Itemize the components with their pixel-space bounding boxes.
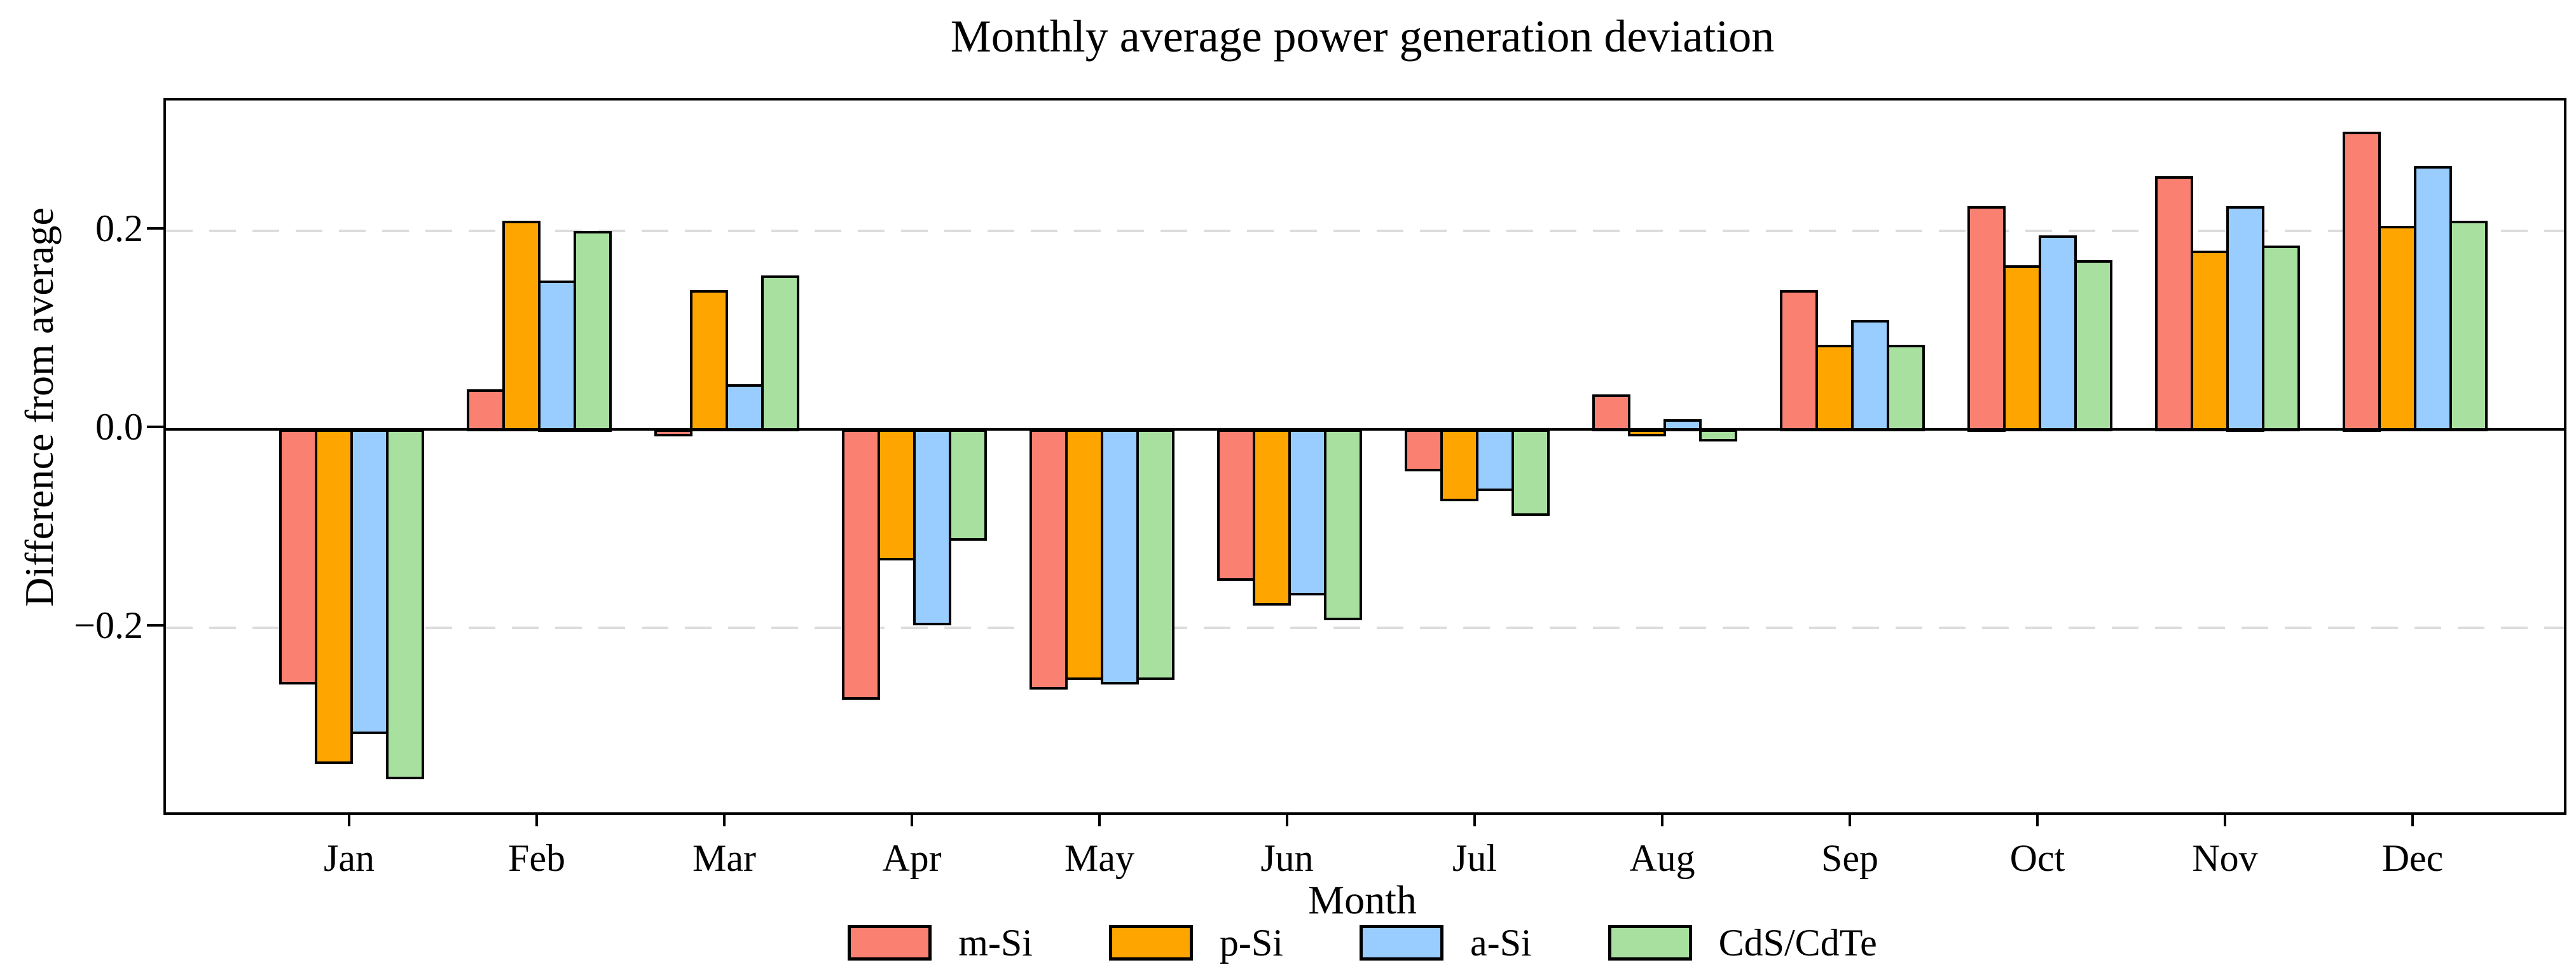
bar: [502, 220, 541, 432]
bar: [538, 280, 576, 432]
x-tick: [1849, 812, 1851, 826]
bar: [2262, 245, 2300, 432]
legend-label: p-Si: [1219, 922, 1283, 964]
bar: [279, 429, 317, 685]
bar: [1101, 429, 1139, 685]
bar: [842, 429, 880, 700]
x-tick-label: Jun: [1260, 837, 1314, 879]
bar: [1476, 429, 1514, 492]
x-tick-label: Sep: [1821, 837, 1878, 879]
bar: [913, 429, 951, 625]
zero-line: [166, 427, 2564, 431]
x-tick-label: Aug: [1629, 837, 1695, 879]
legend-swatch: [848, 925, 932, 961]
bar: [2378, 225, 2416, 432]
x-tick-label: Feb: [508, 837, 565, 879]
x-tick-label: Nov: [2192, 837, 2258, 879]
chart-title: Monthly average power generation deviati…: [950, 11, 1775, 62]
bar: [1851, 319, 1889, 432]
bar: [2155, 176, 2193, 432]
x-tick: [2411, 812, 2414, 826]
x-tick-label: Jan: [324, 837, 375, 879]
bar: [1512, 429, 1550, 517]
x-tick: [2224, 812, 2226, 826]
gridline: [166, 229, 2564, 232]
x-tick: [1286, 812, 1288, 826]
bar: [574, 230, 612, 432]
x-tick: [1473, 812, 1476, 826]
bar: [878, 429, 916, 561]
bar: [1780, 290, 1818, 432]
bar: [1967, 205, 2006, 432]
bar: [1592, 394, 1630, 432]
x-tick: [723, 812, 726, 826]
x-tick-label: Dec: [2381, 837, 2444, 879]
legend: m-Si p-Si a-Si CdS/CdTe: [163, 924, 2561, 962]
bar: [726, 384, 764, 432]
bar: [1699, 429, 1737, 442]
legend-label: m-Si: [958, 922, 1033, 964]
bar: [2449, 220, 2488, 432]
bar: [1065, 429, 1103, 680]
x-tick: [1098, 812, 1101, 826]
bar: [1136, 429, 1174, 680]
legend-item: p-Si: [1108, 922, 1283, 964]
bar: [1253, 429, 1291, 606]
y-tick: [147, 623, 163, 627]
x-tick-label: Jul: [1452, 837, 1498, 879]
bar: [467, 389, 505, 432]
y-tick-label: 0.0: [95, 405, 143, 448]
bar: [1405, 429, 1443, 471]
bar: [761, 275, 799, 432]
x-tick-label: Apr: [882, 837, 942, 879]
bar: [2414, 166, 2452, 432]
x-tick: [911, 812, 913, 826]
bar: [1217, 429, 1255, 581]
legend-swatch: [1108, 925, 1193, 961]
x-tick: [2036, 812, 2039, 826]
x-tick: [535, 812, 538, 826]
y-tick-label: −0.2: [74, 604, 143, 646]
bar: [1030, 429, 1068, 690]
bar: [1324, 429, 1362, 620]
y-tick-label: 0.2: [95, 207, 143, 249]
x-tick: [1661, 812, 1663, 826]
bar: [350, 429, 389, 735]
legend-swatch: [1359, 925, 1443, 961]
x-tick-label: Oct: [2009, 837, 2065, 879]
bar: [1887, 344, 1925, 432]
x-tick: [348, 812, 350, 826]
bar: [949, 429, 987, 541]
x-tick-label: Mar: [692, 837, 756, 879]
bar: [2191, 250, 2229, 432]
bar: [2343, 131, 2381, 432]
bar: [1440, 429, 1478, 501]
x-axis-label: Month: [1308, 877, 1417, 922]
plot-area: [163, 98, 2566, 815]
bar: [2003, 265, 2041, 432]
legend-item: CdS/CdTe: [1608, 924, 1877, 962]
x-tick-label: May: [1064, 837, 1134, 879]
legend-item: a-Si: [1359, 922, 1532, 964]
bar: [2226, 205, 2264, 432]
bar: [386, 429, 424, 779]
legend-swatch: [1608, 925, 1692, 961]
bar: [2074, 260, 2112, 432]
legend-item: m-Si: [848, 924, 1033, 962]
bar: [2039, 235, 2077, 432]
y-tick: [147, 226, 163, 230]
bar: [1815, 344, 1854, 432]
bar: [1288, 429, 1326, 595]
y-tick: [147, 425, 163, 428]
legend-label: CdS/CdTe: [1718, 922, 1877, 964]
gridline: [166, 626, 2564, 629]
bar: [315, 429, 353, 765]
bar: [690, 290, 728, 432]
legend-label: a-Si: [1470, 922, 1532, 964]
